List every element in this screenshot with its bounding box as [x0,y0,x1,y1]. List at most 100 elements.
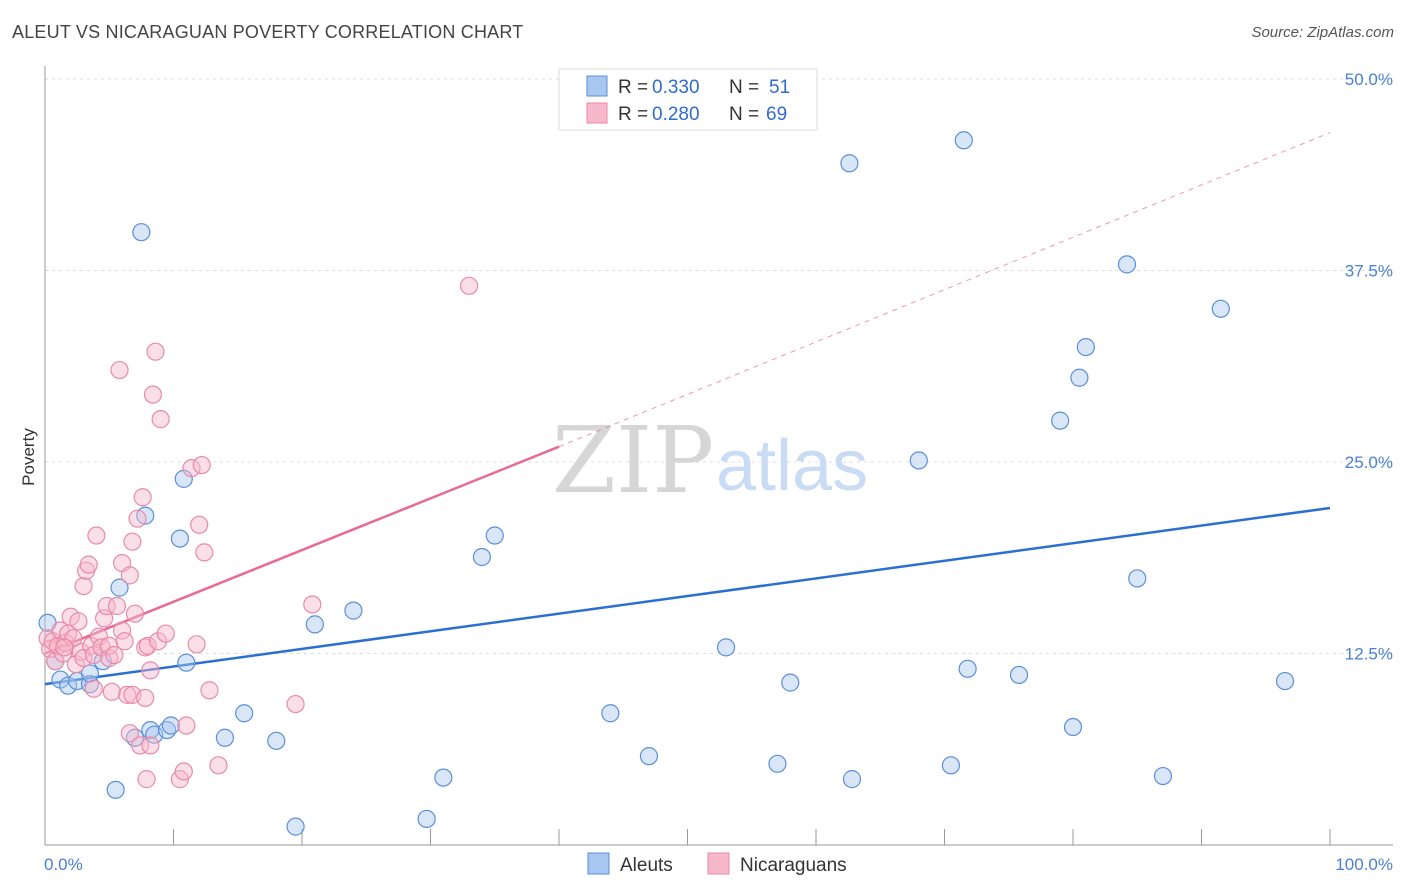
point-nicaraguans [79,555,98,574]
bottom-legend-label-nicaraguans: Nicaraguans [740,855,847,876]
point-aleuts [1063,717,1083,737]
point-aleuts [958,659,977,678]
trendline-extension-nicaraguans [558,132,1331,448]
bottom-legend-swatch-aleuts [587,852,610,875]
point-nicaraguans [123,532,142,551]
source-credit: Source: ZipAtlas.com [1251,24,1394,41]
y-tick-labels: 12.5% 25.0% 37.5% 50.0% [1345,70,1393,664]
chart-title: ALEUT VS NICARAGUAN POVERTY CORRELATION … [12,22,524,42]
point-nicaraguans [74,576,93,596]
point-nicaraguans [200,681,219,700]
point-nicaraguans [133,488,152,507]
point-nicaraguans [156,624,175,643]
y-tick-label: 50.0% [1345,70,1393,89]
point-aleuts [344,601,363,620]
point-aleuts [80,664,100,683]
point-aleuts [215,728,234,747]
point-nicaraguans [84,679,103,698]
y-tick-label: 37.5% [1345,262,1393,281]
legend-n-label-nicaraguans: N = [729,104,759,125]
point-nicaraguans [182,459,201,478]
legend-n-value-nicaraguans: 69 [766,104,787,125]
point-nicaraguans [141,661,160,680]
point-nicaraguans [143,385,163,404]
point-aleuts [1128,569,1147,588]
legend-swatch-nicaraguans [586,102,608,124]
point-aleuts [161,716,181,735]
data-points [38,131,1295,836]
point-aleuts [842,770,862,789]
x-tick-label-min: 0.0% [44,855,83,874]
point-nicaraguans [136,688,155,708]
point-nicaraguans [105,645,124,665]
point-nicaraguans [46,652,65,671]
point-nicaraguans [146,342,165,361]
legend-r-label-aleuts: R = [618,77,648,98]
point-nicaraguans [209,756,228,775]
point-aleuts [485,526,504,545]
point-nicaraguans [141,736,160,755]
point-nicaraguans [115,632,134,651]
point-nicaraguans [459,276,479,295]
point-aleuts [1076,338,1095,357]
point-nicaraguans [55,638,74,657]
bottom-legend-label-aleuts: Aleuts [620,855,673,876]
axes [44,66,1393,846]
point-aleuts [840,154,859,173]
point-nicaraguans [125,604,145,623]
point-nicaraguans [53,644,73,663]
point-aleuts [267,731,286,750]
point-nicaraguans [137,770,156,789]
point-nicaraguans [128,509,147,528]
point-aleuts [170,529,190,548]
x-tick-label-max: 100.0% [1335,855,1393,874]
point-aleuts [1070,368,1089,387]
point-aleuts [417,809,436,829]
point-nicaraguans [190,515,209,534]
point-nicaraguans [102,682,121,701]
point-aleuts [110,578,129,597]
point-aleuts [1275,671,1295,691]
legend-r-value-aleuts: 0.330 [652,77,700,98]
point-nicaraguans [130,736,150,755]
point-aleuts [768,754,787,773]
point-nicaraguans [187,635,206,654]
series-legend: Aleuts Nicaraguans [587,852,847,876]
point-aleuts [132,223,151,242]
trendline-aleuts [44,506,1331,686]
point-aleuts [639,747,659,766]
point-nicaraguans [286,694,305,714]
trendline-nicaraguans [44,445,560,655]
grid [45,78,1393,654]
point-aleuts [781,673,800,692]
point-nicaraguans [303,595,322,614]
point-aleuts [601,704,620,723]
point-aleuts [106,780,125,799]
point-nicaraguans [174,762,193,781]
point-aleuts [716,638,736,657]
point-nicaraguans [89,627,109,646]
point-nicaraguans [118,685,137,704]
y-tick-label: 12.5% [1345,645,1393,664]
point-nicaraguans [97,596,116,616]
point-aleuts [1153,766,1173,786]
point-nicaraguans [110,360,129,380]
legend-n-label-aleuts: N = [729,77,759,98]
point-aleuts [1211,299,1230,318]
point-nicaraguans [195,543,214,562]
point-nicaraguans [84,645,103,665]
point-aleuts [235,704,254,723]
point-nicaraguans [120,724,139,743]
y-tick-label: 25.0% [1345,453,1393,472]
legend-r-value-nicaraguans: 0.280 [652,104,700,125]
y-axis-label: Poverty [19,428,38,486]
point-nicaraguans [112,621,132,640]
point-nicaraguans [69,612,88,631]
bottom-legend-swatch-nicaraguans [707,852,730,875]
point-aleuts [59,676,78,695]
point-aleuts [954,131,973,150]
point-nicaraguans [192,455,211,475]
point-aleuts [434,768,453,787]
point-aleuts [941,756,961,775]
